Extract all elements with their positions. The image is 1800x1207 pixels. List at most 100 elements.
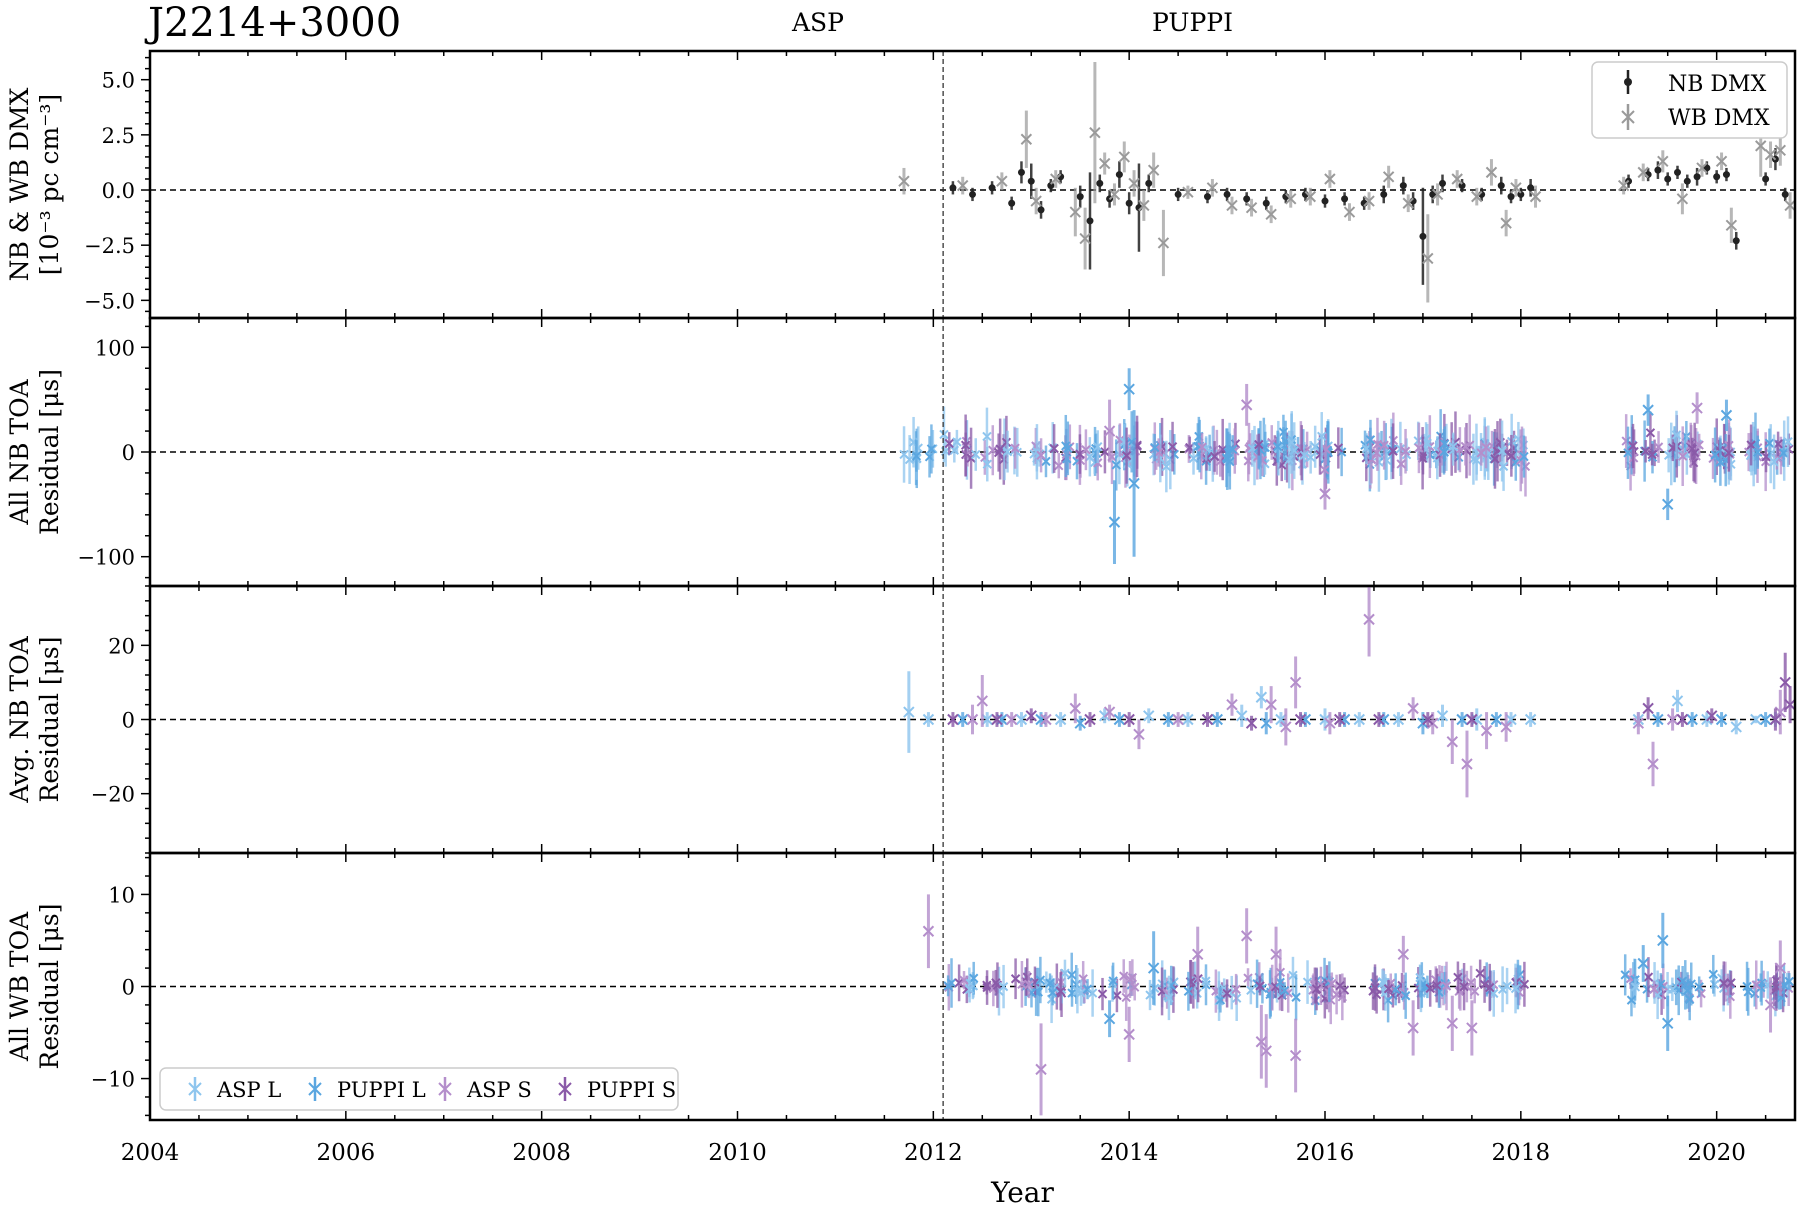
toa-point xyxy=(1448,441,1458,452)
x-tick-label: 2018 xyxy=(1492,1140,1551,1166)
wb-dmx-point xyxy=(1402,197,1414,209)
toa-point xyxy=(1510,983,1521,994)
toa-point xyxy=(1121,450,1132,461)
toa-point xyxy=(926,444,937,454)
legend-entry-puppi-s: PUPPI S xyxy=(587,1078,676,1102)
toa-outlier-point xyxy=(1407,1022,1419,1034)
toa-point xyxy=(1778,448,1789,458)
toa-point xyxy=(1275,977,1285,988)
toa-point xyxy=(1361,443,1372,454)
x-tick-label: 2020 xyxy=(1687,1140,1746,1166)
y-axis-label: Avg. NB TOAResidual [μs] xyxy=(5,635,64,803)
nb-dmx-point xyxy=(1115,171,1123,179)
avg-toa-point xyxy=(1446,736,1458,748)
avg-toa-point xyxy=(1025,710,1037,722)
toa-point xyxy=(1506,451,1517,461)
avg-toa-point xyxy=(1490,713,1503,726)
nb-dmx-point xyxy=(1125,199,1133,207)
toa-point xyxy=(1680,980,1690,990)
toa-point xyxy=(1035,975,1046,985)
avg-toa-point xyxy=(1172,713,1184,726)
wb-dmx-point xyxy=(1128,177,1140,190)
nb-dmx-point xyxy=(1722,171,1730,179)
wb-dmx-point xyxy=(1324,173,1336,185)
wb-dmx-point xyxy=(1098,157,1111,170)
toa-point xyxy=(1371,989,1382,1000)
wb-dmx-point xyxy=(1343,206,1356,218)
avg-toa-point xyxy=(1338,713,1351,726)
toa-point xyxy=(1072,986,1083,996)
toa-point xyxy=(1471,455,1482,465)
nb-dmx-point xyxy=(1674,168,1681,176)
toa-point xyxy=(1715,457,1726,467)
nb-dmx-point xyxy=(969,190,976,198)
toa-point xyxy=(1753,447,1763,457)
y-axis-label: All NB TOAResidual [μs] xyxy=(5,369,64,535)
legend-toa-marker xyxy=(188,1082,202,1096)
toa-point xyxy=(1490,454,1500,464)
y-tick-label: −10 xyxy=(91,1068,135,1092)
x-axis-label: Year xyxy=(990,1176,1054,1207)
toa-point xyxy=(1201,976,1211,986)
avg-toa-point xyxy=(1706,710,1718,722)
avg-toa-point xyxy=(1289,676,1302,689)
wb-dmx-point xyxy=(1157,237,1170,249)
nb-dmx-point xyxy=(1027,177,1035,185)
nb-dmx-point xyxy=(1017,168,1025,176)
avg-toa-point xyxy=(966,713,979,726)
toa-outlier-point xyxy=(1240,930,1253,942)
avg-toa-point xyxy=(1123,713,1135,726)
toa-point xyxy=(1459,981,1469,992)
toa-point xyxy=(1225,456,1235,467)
toa-outlier-point xyxy=(1240,399,1253,411)
toa-point xyxy=(1060,968,1070,978)
toa-point xyxy=(1708,969,1719,980)
toa-point xyxy=(1724,448,1734,458)
avg-toa-point xyxy=(1524,713,1537,726)
avg-toa-point xyxy=(1715,713,1728,726)
toa-point xyxy=(1310,442,1320,452)
plot-area-nb_avg xyxy=(150,586,1795,798)
avg-toa-point xyxy=(1245,717,1258,729)
toa-point xyxy=(954,978,964,988)
y-axis-label-line: Residual [μs] xyxy=(35,637,64,803)
toa-point xyxy=(982,431,992,442)
toa-point xyxy=(1097,989,1108,999)
legend-nb-marker xyxy=(1624,78,1632,86)
toa-point xyxy=(1497,984,1508,995)
toa-point xyxy=(1667,984,1678,995)
toa-point xyxy=(1726,978,1736,988)
toa-point xyxy=(1272,441,1283,452)
wb-dmx-point xyxy=(1382,171,1395,183)
toa-point xyxy=(1687,444,1697,454)
avg-toa-point xyxy=(1471,713,1483,726)
avg-toa-point xyxy=(1143,710,1155,722)
nb-dmx-point xyxy=(1654,166,1662,174)
avg-toa-point xyxy=(1040,713,1052,726)
nb-dmx-point xyxy=(1223,190,1231,198)
toa-point xyxy=(1400,446,1411,456)
toa-point xyxy=(1379,440,1389,450)
toa-point xyxy=(971,449,981,460)
avg-toa-point xyxy=(922,713,935,726)
legend-entry-wb-dmx: WB DMX xyxy=(1668,106,1770,131)
toa-point xyxy=(1002,446,1013,457)
avg-toa-point xyxy=(1505,713,1517,726)
legend-dmx: NB DMX WB DMX xyxy=(1591,61,1788,139)
toa-point xyxy=(1087,988,1098,998)
avg-toa-point xyxy=(1769,713,1782,726)
wb-dmx-point xyxy=(1285,193,1297,205)
avg-toa-point xyxy=(1686,713,1698,726)
wb-dmx-point xyxy=(1363,195,1375,207)
toa-point xyxy=(1620,970,1630,980)
wb-dmx-point xyxy=(1774,144,1787,157)
toa-point xyxy=(1694,982,1704,992)
wb-dmx-point xyxy=(1304,190,1317,203)
wb-dmx-point xyxy=(1182,186,1194,198)
toa-point xyxy=(1432,980,1442,991)
toa-point xyxy=(1365,435,1376,445)
nb-dmx-point xyxy=(1086,217,1094,225)
toa-point xyxy=(1317,431,1327,442)
y-axis-label: NB & WB DMX[10⁻³ pc cm⁻³] xyxy=(5,87,64,281)
wb-dmx-point xyxy=(1715,155,1728,168)
